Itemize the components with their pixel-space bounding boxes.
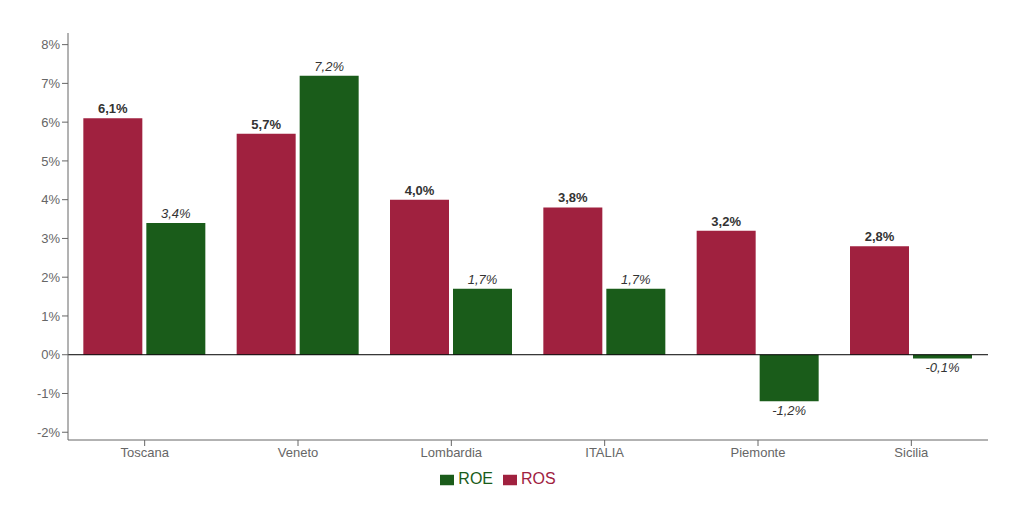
- svg-text:Lombardia: Lombardia: [421, 445, 483, 460]
- svg-text:5,7%: 5,7%: [251, 117, 281, 132]
- svg-text:4%: 4%: [41, 192, 60, 207]
- svg-text:1%: 1%: [41, 309, 60, 324]
- svg-text:3%: 3%: [41, 231, 60, 246]
- svg-text:0%: 0%: [41, 347, 60, 362]
- svg-text:3,2%: 3,2%: [711, 214, 741, 229]
- svg-text:1,7%: 1,7%: [468, 272, 498, 287]
- svg-text:1,7%: 1,7%: [621, 272, 651, 287]
- html-text:ROS: ROS: [521, 470, 556, 487]
- svg-text:6,1%: 6,1%: [98, 101, 128, 116]
- svg-text:5%: 5%: [41, 154, 60, 169]
- svg-text:Piemonte: Piemonte: [731, 445, 786, 460]
- html-text:ROE: ROE: [458, 470, 493, 487]
- svg-text:Sicilia: Sicilia: [894, 445, 929, 460]
- svg-text:3,4%: 3,4%: [161, 206, 191, 221]
- svg-text:8%: 8%: [41, 37, 60, 52]
- svg-text:-0,1%: -0,1%: [926, 360, 960, 375]
- svg-text:7%: 7%: [41, 76, 60, 91]
- svg-text:Toscana: Toscana: [120, 445, 169, 460]
- svg-text:3,8%: 3,8%: [558, 190, 588, 205]
- svg-text:4,0%: 4,0%: [405, 183, 435, 198]
- svg-text:-1%: -1%: [37, 386, 61, 401]
- svg-text:6%: 6%: [41, 115, 60, 130]
- svg-text:-2%: -2%: [37, 425, 61, 440]
- svg-text:2,8%: 2,8%: [865, 229, 895, 244]
- svg-text:-1,2%: -1,2%: [772, 403, 806, 418]
- svg-text:7,2%: 7,2%: [314, 59, 344, 74]
- svg-text:Veneto: Veneto: [278, 445, 319, 460]
- svg-text:ITALIA: ITALIA: [585, 445, 624, 460]
- svg-text:2%: 2%: [41, 270, 60, 285]
